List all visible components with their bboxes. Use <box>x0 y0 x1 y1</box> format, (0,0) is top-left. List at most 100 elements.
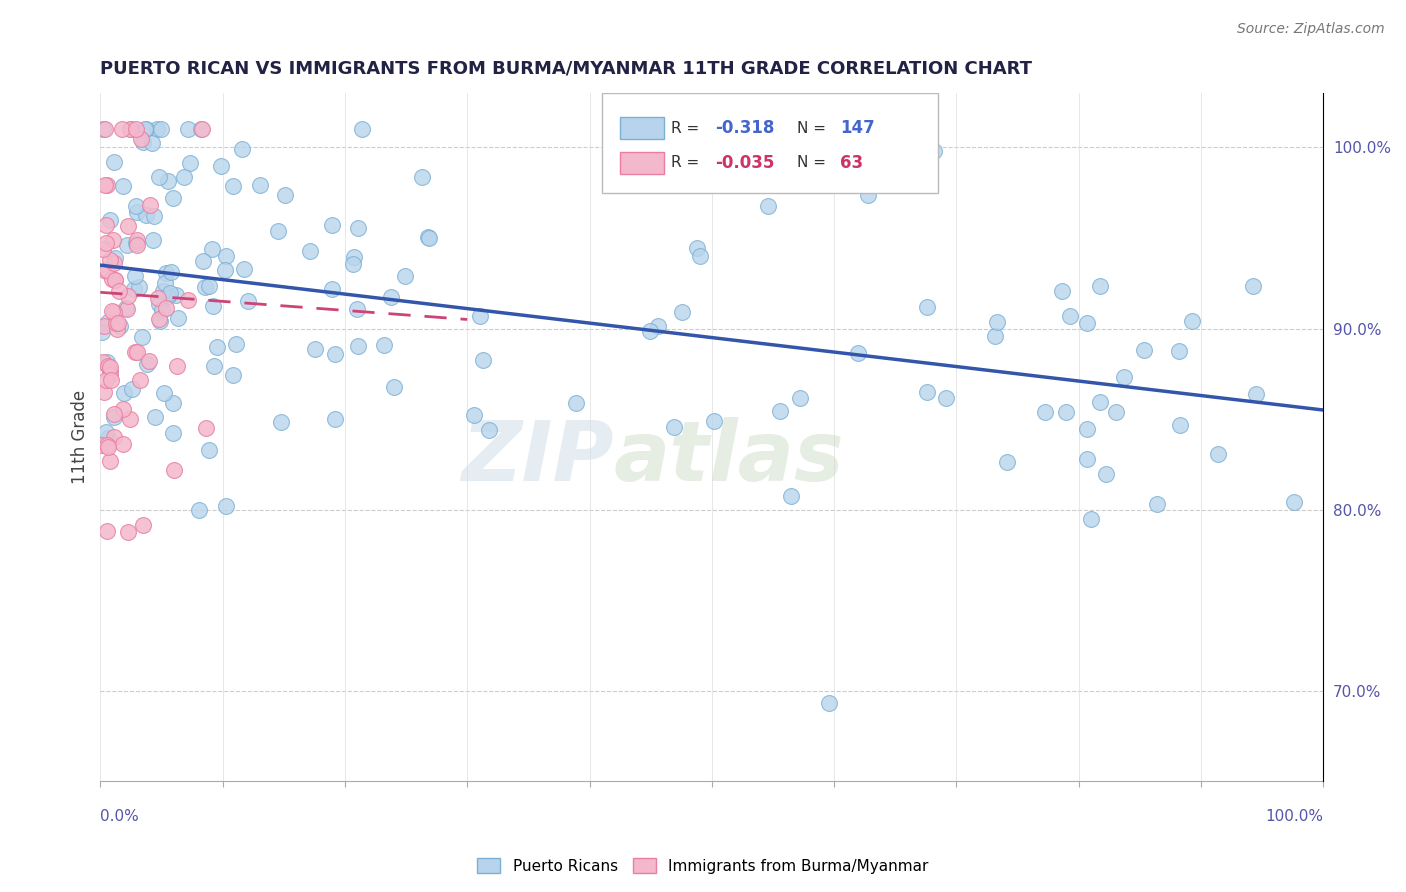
Point <box>935 391 957 405</box>
Point <box>98 212 121 227</box>
Point <box>215 500 238 514</box>
Point <box>352 122 374 136</box>
Text: -0.318: -0.318 <box>716 120 775 137</box>
Point <box>96 438 118 452</box>
Point <box>200 242 222 256</box>
Point <box>100 272 122 286</box>
Y-axis label: 11th Grade: 11th Grade <box>72 390 89 484</box>
Point <box>477 423 499 437</box>
Point <box>104 316 127 330</box>
Point <box>215 249 238 263</box>
Point <box>205 340 228 354</box>
Point <box>1132 343 1154 357</box>
Point <box>789 391 811 405</box>
Text: Source: ZipAtlas.com: Source: ZipAtlas.com <box>1237 22 1385 37</box>
Point <box>117 524 139 539</box>
Point <box>104 251 127 265</box>
Point <box>143 209 166 223</box>
Point <box>1059 310 1081 324</box>
Point <box>304 342 326 356</box>
Point <box>115 301 138 315</box>
Point <box>124 268 146 283</box>
Point <box>101 303 124 318</box>
Point <box>380 290 402 304</box>
Point <box>1080 512 1102 526</box>
Point <box>1095 467 1118 481</box>
Point <box>209 159 232 173</box>
Point <box>125 237 148 252</box>
Point <box>347 220 370 235</box>
Point <box>107 316 129 330</box>
Point <box>90 438 112 452</box>
Point <box>149 314 172 328</box>
Point <box>177 293 200 307</box>
Point <box>1076 451 1098 466</box>
Point <box>249 178 271 192</box>
Point <box>231 142 253 156</box>
Point <box>125 235 148 250</box>
Point <box>685 241 707 255</box>
Point <box>96 178 118 193</box>
Point <box>96 218 118 232</box>
Point <box>856 188 879 202</box>
Point <box>91 243 114 257</box>
Point <box>153 386 176 401</box>
Point <box>986 315 1008 329</box>
Point <box>94 178 117 193</box>
Point <box>167 310 190 325</box>
Point <box>323 411 346 425</box>
Point <box>107 321 129 335</box>
Point <box>101 233 124 247</box>
Point <box>125 122 148 136</box>
Point <box>343 250 366 264</box>
Point <box>201 299 224 313</box>
Point <box>148 297 170 311</box>
Text: ZIP: ZIP <box>461 417 614 499</box>
Point <box>98 368 121 383</box>
Point <box>1112 370 1135 384</box>
Point <box>124 344 146 359</box>
Text: PUERTO RICAN VS IMMIGRANTS FROM BURMA/MYANMAR 11TH GRADE CORRELATION CHART: PUERTO RICAN VS IMMIGRANTS FROM BURMA/MY… <box>100 60 1032 78</box>
Point <box>195 421 218 435</box>
Point <box>142 233 165 247</box>
Point <box>671 305 693 319</box>
Point <box>325 347 347 361</box>
Point <box>471 352 494 367</box>
Point <box>274 187 297 202</box>
Point <box>165 288 187 302</box>
Point <box>179 156 201 170</box>
Point <box>664 420 686 434</box>
Point <box>197 279 219 293</box>
Point <box>150 303 173 318</box>
Point <box>103 430 125 444</box>
Point <box>97 359 120 374</box>
Point <box>125 199 148 213</box>
Point <box>1244 386 1267 401</box>
Point <box>1088 395 1111 409</box>
Point <box>108 318 131 333</box>
Point <box>93 318 115 333</box>
Point <box>267 224 290 238</box>
Point <box>1054 405 1077 419</box>
Point <box>94 425 117 439</box>
Point <box>98 253 121 268</box>
Point <box>565 396 588 410</box>
Point <box>129 132 152 146</box>
Point <box>173 170 195 185</box>
Point <box>91 122 114 136</box>
Point <box>103 155 125 169</box>
Point <box>146 291 169 305</box>
Point <box>342 257 364 271</box>
Point <box>1241 279 1264 293</box>
Point <box>418 231 440 245</box>
Point <box>98 454 121 468</box>
Point <box>1104 405 1126 419</box>
Point <box>90 325 112 339</box>
Text: 0.0%: 0.0% <box>100 808 139 823</box>
FancyBboxPatch shape <box>620 152 664 174</box>
Point <box>155 301 177 315</box>
Point <box>190 122 212 136</box>
Point <box>97 431 120 445</box>
Point <box>238 293 260 308</box>
Point <box>411 170 433 185</box>
